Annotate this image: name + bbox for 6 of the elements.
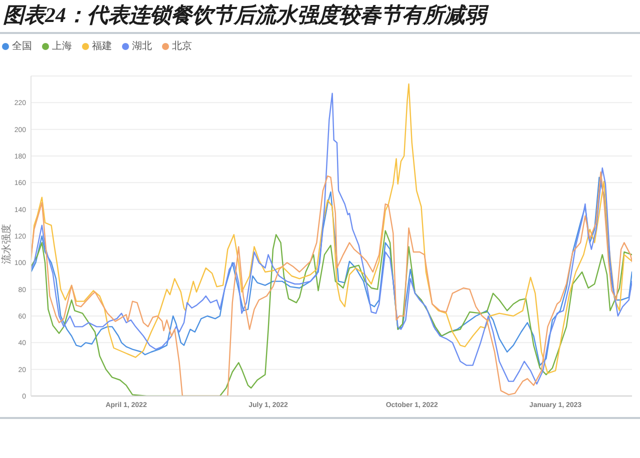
legend-label: 福建 — [92, 41, 112, 52]
legend-label: 全国 — [12, 41, 32, 52]
legend-label: 湖北 — [132, 41, 152, 52]
y-axis-title: 流水强度 — [2, 224, 12, 264]
legend-label: 北京 — [172, 41, 192, 52]
legend-label: 上海 — [52, 41, 72, 52]
